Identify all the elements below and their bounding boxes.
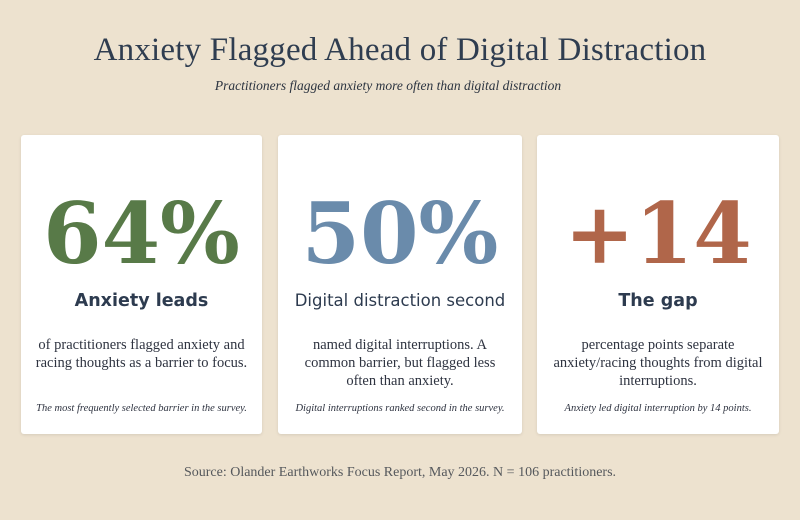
stat-heading: Digital distraction second	[294, 291, 506, 310]
page-title: Anxiety Flagged Ahead of Digital Distrac…	[93, 32, 707, 68]
stat-heading: The gap	[618, 291, 698, 311]
stat-description: of practitioners flagged anxiety and rac…	[35, 337, 248, 371]
stat-heading: Anxiety leads	[74, 291, 209, 311]
stat-card-digital: 50% Digital distraction second named dig…	[278, 135, 522, 434]
stat-value: 50%	[301, 184, 499, 283]
stat-value: 64%	[43, 184, 240, 283]
stat-description: named digital interruptions. A common ba…	[304, 337, 496, 389]
source-note: Source: Olander Earthworks Focus Report,…	[183, 465, 617, 480]
stat-note: The most frequently selected barrier in …	[36, 403, 247, 414]
stat-card-gap: +14 The gap percentage points separate a…	[537, 135, 779, 434]
stat-card-anxiety: 64% Anxiety leads of practitioners flagg…	[21, 135, 262, 434]
stat-description: percentage points separate anxiety/racin…	[553, 337, 763, 389]
stat-cards: 64% Anxiety leads of practitioners flagg…	[21, 135, 779, 434]
page-subtitle: Practitioners flagged anxiety more often…	[214, 78, 562, 93]
stat-value: +14	[564, 184, 752, 283]
stat-note: Anxiety led digital interruption by 14 p…	[564, 403, 752, 414]
stat-note: Digital interruptions ranked second in t…	[295, 403, 505, 414]
